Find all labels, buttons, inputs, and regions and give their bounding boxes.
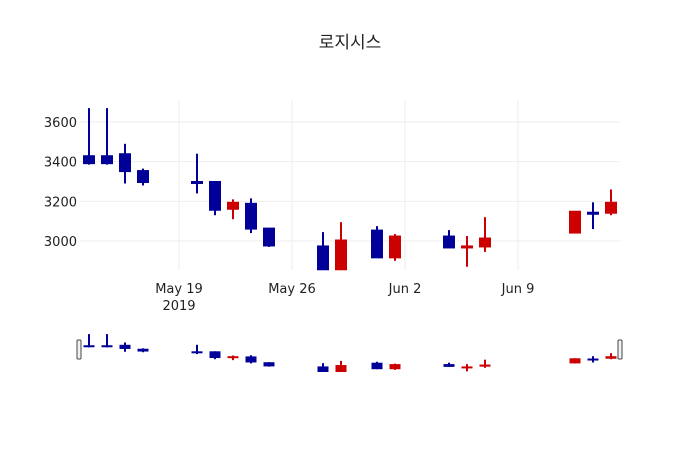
candle-decreasing[interactable] bbox=[191, 153, 203, 194]
range-slider-candle bbox=[389, 363, 401, 370]
range-slider-candle bbox=[479, 359, 491, 368]
candle-body bbox=[605, 201, 617, 214]
candle-decreasing[interactable] bbox=[263, 227, 275, 247]
candle-body bbox=[119, 153, 131, 173]
range-slider-candle bbox=[137, 348, 149, 353]
candle-increasing[interactable] bbox=[479, 217, 491, 252]
range-slider-candle bbox=[461, 364, 473, 372]
range-slider-candle bbox=[443, 362, 455, 367]
range-slider-candle bbox=[227, 355, 239, 361]
x-axis: May 19 2019 May 26 Jun 2 Jun 9 bbox=[155, 282, 534, 314]
candle-increasing[interactable] bbox=[605, 189, 617, 216]
x-tick-label: Jun 9 bbox=[501, 282, 535, 297]
candle-body bbox=[371, 229, 383, 259]
candle-increasing[interactable] bbox=[335, 222, 347, 271]
candle-body bbox=[479, 237, 491, 248]
candle-decreasing[interactable] bbox=[587, 202, 599, 230]
range-slider-candle bbox=[209, 351, 221, 360]
range-slider-candle bbox=[101, 334, 113, 348]
candle-increasing[interactable] bbox=[569, 210, 581, 234]
candle-body bbox=[461, 245, 473, 249]
range-slider-candle bbox=[119, 342, 131, 352]
y-axis: 3000 3200 3400 3600 bbox=[44, 116, 77, 250]
range-slider-background bbox=[80, 330, 620, 370]
range-slider-left-handle[interactable] bbox=[76, 339, 82, 360]
range-slider-candle bbox=[371, 361, 383, 370]
candle-decreasing[interactable] bbox=[101, 108, 113, 165]
y-tick-label: 3400 bbox=[44, 156, 77, 171]
candle-decreasing[interactable] bbox=[119, 143, 131, 184]
candle-body bbox=[569, 210, 581, 234]
range-slider[interactable] bbox=[76, 330, 623, 372]
range-slider-candle bbox=[263, 362, 275, 367]
x-tick-label: Jun 2 bbox=[388, 282, 422, 297]
candle-body bbox=[227, 201, 239, 210]
candle-decreasing[interactable] bbox=[245, 198, 257, 234]
range-slider-candle bbox=[245, 355, 257, 364]
x-tick-year-label: 2019 bbox=[162, 299, 195, 314]
candle-body bbox=[335, 239, 347, 271]
candle-body bbox=[209, 181, 221, 211]
range-slider-candle bbox=[317, 363, 329, 372]
plot-area[interactable] bbox=[80, 100, 620, 271]
candle-body bbox=[317, 245, 329, 271]
range-slider-candle bbox=[587, 356, 599, 363]
candle-body bbox=[101, 155, 113, 165]
range-slider-right-handle[interactable] bbox=[617, 339, 623, 360]
candle-decreasing[interactable] bbox=[83, 108, 95, 165]
candle-body bbox=[263, 227, 275, 247]
candle-decreasing[interactable] bbox=[209, 181, 221, 216]
candle-increasing[interactable] bbox=[461, 236, 473, 267]
candle-body bbox=[443, 235, 455, 249]
candle-body bbox=[137, 170, 149, 183]
candle-body bbox=[83, 155, 95, 165]
range-slider-candle bbox=[569, 358, 581, 364]
y-tick-label: 3000 bbox=[44, 235, 77, 250]
candle-body bbox=[191, 181, 203, 184]
y-tick-label: 3200 bbox=[44, 195, 77, 210]
range-slider-candle bbox=[605, 353, 617, 360]
candle-decreasing[interactable] bbox=[137, 168, 149, 186]
candle-body bbox=[389, 235, 401, 259]
candle-decreasing[interactable] bbox=[371, 226, 383, 259]
candle-increasing[interactable] bbox=[389, 234, 401, 261]
candle-body bbox=[587, 211, 599, 215]
range-slider-candle bbox=[335, 360, 347, 372]
candle-decreasing[interactable] bbox=[443, 230, 455, 249]
candle-decreasing[interactable] bbox=[317, 232, 329, 271]
chart-title: 로지시스 bbox=[319, 33, 382, 53]
candle-increasing[interactable] bbox=[227, 199, 239, 220]
y-tick-label: 3600 bbox=[44, 116, 77, 131]
candle-body bbox=[245, 202, 257, 230]
x-tick-label: May 19 bbox=[155, 282, 203, 297]
x-tick-label: May 26 bbox=[268, 282, 316, 297]
range-slider-candle bbox=[83, 334, 95, 348]
range-slider-candle bbox=[191, 344, 203, 355]
